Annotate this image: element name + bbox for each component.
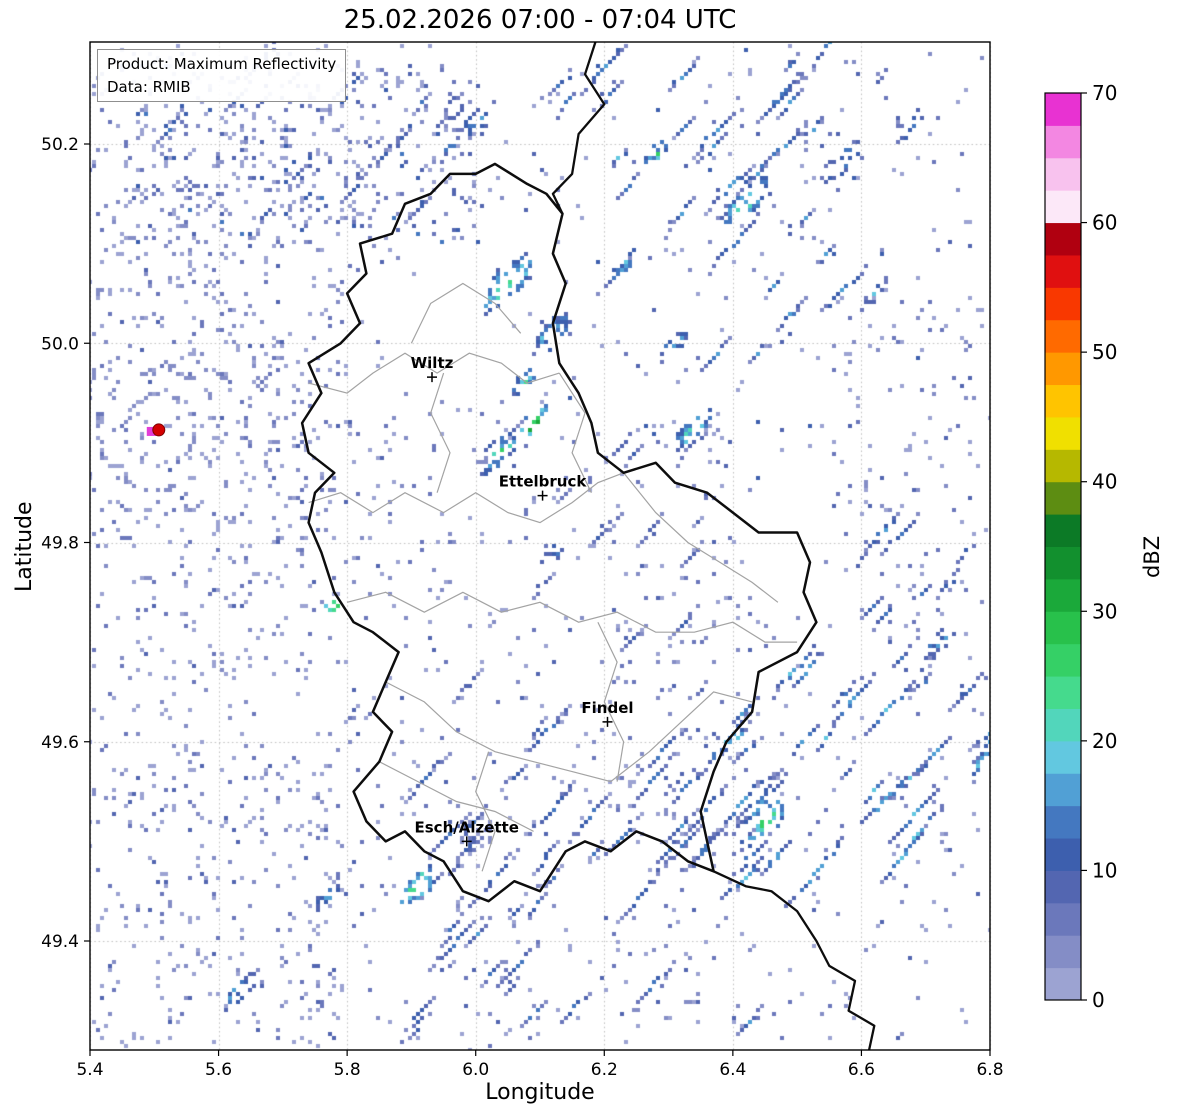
colorbar-tick-label: 30	[1092, 599, 1117, 623]
x-tick-label: 6.4	[719, 1060, 746, 1080]
colorbar-segment	[1045, 254, 1081, 288]
colorbar-segment	[1045, 870, 1081, 904]
x-tick-label: 5.8	[334, 1060, 361, 1080]
colorbar-segment	[1045, 902, 1081, 936]
district-border	[385, 681, 753, 783]
district-border	[346, 591, 798, 643]
colorbar-tick-label: 70	[1092, 81, 1117, 105]
colorbar-segment	[1045, 740, 1081, 774]
colorbar-segment	[1045, 773, 1081, 807]
colorbar-segment	[1045, 611, 1081, 645]
x-tick-label: 6.2	[591, 1060, 618, 1080]
product-info-box: Product: Maximum Reflectivity Data: RMIB	[97, 49, 347, 102]
district-border	[558, 372, 592, 493]
district-border	[623, 472, 779, 603]
district-border	[308, 352, 560, 394]
border-belgium-germany	[551, 42, 606, 215]
radar-site-halo	[146, 426, 156, 436]
city-marker-ettelbruck	[537, 490, 548, 501]
colorbar-segment	[1045, 643, 1081, 677]
district-border	[410, 282, 522, 344]
x-axis-label: Longitude	[485, 1080, 595, 1105]
colorbar-tick-label: 0	[1092, 988, 1105, 1012]
colorbar-segment	[1045, 125, 1081, 159]
colorbar-segment	[1045, 222, 1081, 256]
colorbar-tick-label: 20	[1092, 729, 1117, 753]
colorbar-segment	[1045, 481, 1081, 515]
y-tick-label: 49.6	[41, 733, 79, 753]
colorbar-tick-label: 60	[1092, 211, 1117, 235]
colorbar-tick-label: 50	[1092, 340, 1117, 364]
border-luxembourg	[300, 162, 818, 903]
figure-title: 25.02.2026 07:00 - 07:04 UTC	[343, 5, 737, 35]
colorbar-tick-label: 40	[1092, 470, 1117, 494]
colorbar-segment	[1045, 838, 1081, 871]
colorbar-segment	[1045, 319, 1081, 353]
colorbar-segment	[1045, 416, 1081, 450]
x-tick-label: 5.4	[76, 1060, 103, 1080]
city-label-esch-alzette: Esch/Alzette	[415, 818, 519, 836]
y-tick-label: 50.0	[41, 334, 79, 354]
colorbar-segment	[1045, 514, 1081, 547]
colorbar-segment	[1045, 967, 1081, 1001]
colorbar-tick-label: 10	[1092, 858, 1117, 882]
city-label-wiltz: Wiltz	[411, 354, 454, 372]
district-border	[379, 761, 534, 832]
colorbar-segment	[1045, 708, 1081, 742]
colorbar-segment	[1045, 935, 1081, 969]
colorbar-segment	[1045, 676, 1081, 709]
x-tick-label: 5.6	[205, 1060, 232, 1080]
colorbar-frame	[1044, 92, 1082, 1001]
plot-frame	[89, 41, 991, 1051]
colorbar-segment	[1045, 384, 1081, 418]
product-line: Product: Maximum Reflectivity	[107, 55, 337, 73]
city-label-findel: Findel	[581, 699, 633, 717]
x-tick-label: 6.8	[976, 1060, 1003, 1080]
colorbar-segment	[1045, 805, 1081, 839]
colorbar-segment	[1045, 287, 1081, 321]
y-axis-label: Latitude	[12, 501, 37, 592]
colorbar-segment	[1045, 352, 1081, 386]
district-border	[597, 621, 625, 782]
y-tick-label: 49.4	[41, 932, 79, 952]
colorbar-segment	[1045, 546, 1081, 580]
city-marker-esch-alzette	[461, 836, 472, 847]
colorbar-segment	[1045, 190, 1081, 224]
city-marker-wiltz	[427, 372, 437, 383]
x-tick-label: 6.0	[462, 1060, 489, 1080]
colorbar-label: dBZ	[1140, 535, 1164, 578]
colorbar-segment	[1045, 157, 1081, 191]
district-border	[475, 751, 496, 872]
colorbar-segment	[1045, 578, 1081, 612]
colorbar-segment	[1045, 449, 1081, 483]
y-tick-label: 49.8	[41, 534, 79, 554]
border-france-germany	[713, 870, 876, 1050]
radar-site-marker	[152, 423, 166, 437]
city-label-ettelbruck: Ettelbruck	[499, 473, 588, 491]
city-marker-findel	[602, 716, 613, 727]
district-border	[430, 372, 451, 493]
district-border	[308, 472, 624, 524]
colorbar-segment	[1045, 93, 1081, 126]
data-source-line: Data: RMIB	[107, 77, 191, 96]
x-tick-label: 6.6	[848, 1060, 875, 1080]
y-tick-label: 50.2	[41, 135, 79, 155]
